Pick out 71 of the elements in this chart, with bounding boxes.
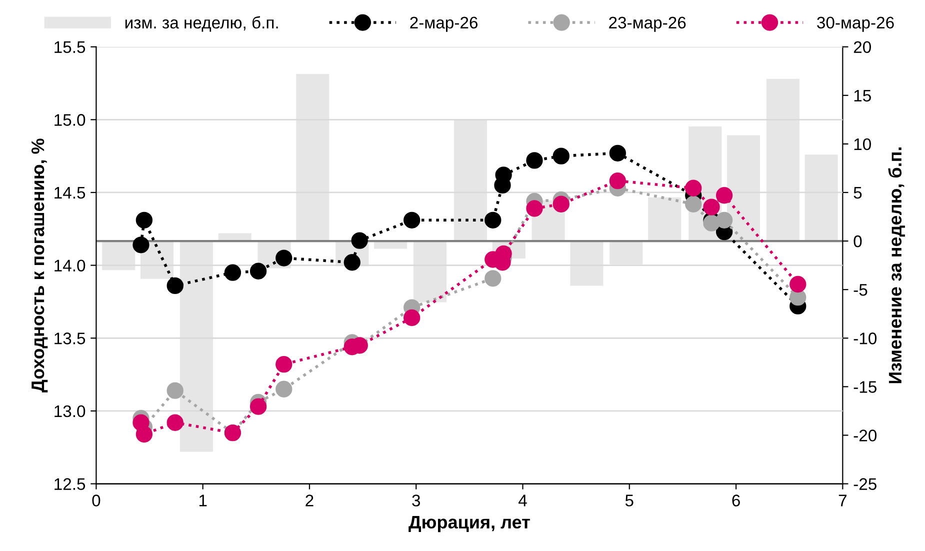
point (404, 309, 420, 326)
y2-tick-label: -10 (854, 332, 877, 344)
x-tick-label: 7 (838, 494, 846, 506)
point (166, 414, 184, 431)
y-tick-label: 14.5 (54, 187, 86, 199)
point (609, 172, 626, 190)
bar (804, 154, 838, 242)
x-tick-label: 1 (199, 494, 207, 506)
point (484, 212, 502, 228)
x-tick-label: 2 (306, 494, 314, 506)
bar (648, 197, 682, 242)
point (685, 196, 702, 212)
bar (296, 74, 330, 242)
point (716, 187, 733, 204)
y-tick-label: 12.5 (54, 478, 86, 490)
legend-label: изм. за неделю, б.п. (125, 16, 278, 32)
x-tick-label: 0 (92, 494, 100, 506)
bar (766, 78, 800, 242)
x-axis-title: Дюрация, лет (408, 516, 530, 532)
point (552, 148, 570, 164)
y2-tick-label: -15 (854, 381, 876, 393)
point (526, 200, 543, 217)
x-tick-label: 6 (732, 494, 740, 506)
point (136, 212, 153, 228)
bar (180, 241, 213, 452)
y2-tick-label: -20 (854, 430, 877, 442)
y-tick-label: 14.0 (54, 260, 86, 272)
bar (726, 135, 760, 242)
point (526, 152, 543, 169)
y2-axis-title: Изменение за неделю, б.п. (888, 147, 905, 384)
y-tick-label: 15.5 (54, 41, 86, 54)
point (132, 236, 150, 254)
point (716, 212, 733, 228)
point (685, 180, 702, 196)
y2-tick-label: -5 (854, 284, 868, 296)
y2-tick-label: 10 (854, 138, 871, 150)
y-axis-title: Доходность к погашению, % (31, 138, 48, 392)
legend-label: 30-мар-26 (817, 16, 894, 32)
y-tick-label: 13.0 (54, 405, 86, 418)
y2-tick-label: 20 (854, 41, 871, 54)
point (166, 382, 184, 399)
y2-tick-label: 0 (854, 235, 862, 248)
y-tick-label: 15.0 (54, 114, 86, 126)
point (703, 198, 720, 216)
point (404, 212, 420, 228)
point (276, 356, 292, 373)
point (552, 196, 570, 212)
bar (610, 241, 643, 264)
point (166, 277, 184, 294)
point (790, 276, 806, 293)
y2-tick-label: 5 (854, 187, 862, 199)
x-tick-label: 4 (518, 494, 527, 506)
y2-tick-label: -25 (854, 478, 876, 490)
point (484, 270, 502, 287)
bar (413, 241, 447, 302)
bar (454, 120, 488, 242)
point (250, 262, 267, 280)
y2-tick-label: 15 (854, 90, 871, 102)
y-tick-label: 13.5 (54, 332, 86, 344)
legend-label: 23-мар-26 (609, 16, 686, 32)
point (276, 250, 292, 266)
point (276, 380, 292, 398)
point (609, 144, 626, 162)
point (224, 264, 242, 281)
legend-label: 2-мар-26 (410, 16, 478, 32)
point (351, 232, 368, 249)
bar (570, 241, 604, 286)
x-tick-label: 3 (412, 494, 420, 506)
x-tick-label: 5 (625, 494, 634, 506)
point (136, 426, 153, 443)
point (250, 398, 267, 415)
